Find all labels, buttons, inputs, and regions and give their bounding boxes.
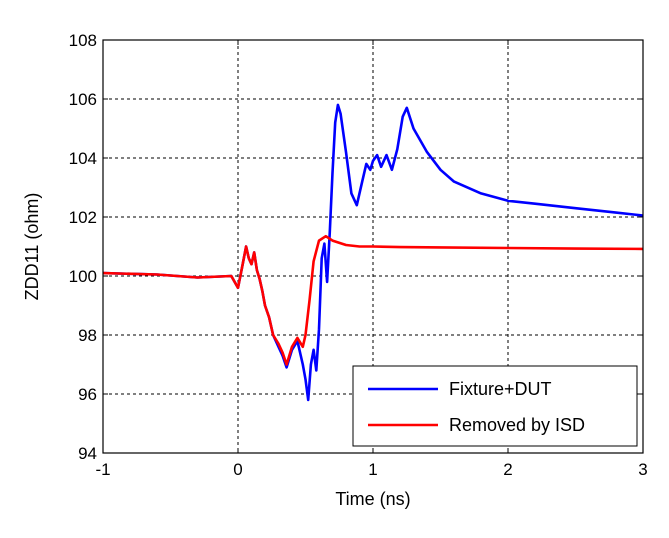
y-axis-title: ZDD11 (ohm) <box>22 193 42 301</box>
y-tick-label: 100 <box>69 267 97 286</box>
x-axis-title: Time (ns) <box>335 489 410 509</box>
x-tick-label: 3 <box>638 460 647 479</box>
y-tick-label: 108 <box>69 31 97 50</box>
y-tick-label: 96 <box>78 385 97 404</box>
legend-box <box>352 365 638 447</box>
y-tick-label: 94 <box>78 444 97 463</box>
y-tick-label: 106 <box>69 90 97 109</box>
y-tick-label: 102 <box>69 208 97 227</box>
series-group <box>102 103 644 402</box>
y-tick-label: 98 <box>78 326 97 345</box>
legend-label: Removed by ISD <box>449 415 585 435</box>
x-tick-label: 2 <box>503 460 512 479</box>
x-tick-label: 0 <box>233 460 242 479</box>
series-line-2 <box>102 234 644 366</box>
legend: Fixture+DUT Removed by ISD <box>352 365 638 447</box>
x-tick-label: -1 <box>95 460 110 479</box>
ticks: -1 0 1 2 3 94 96 98 100 102 104 106 108 <box>69 31 648 479</box>
legend-label: Fixture+DUT <box>449 379 552 399</box>
x-tick-label: 1 <box>368 460 377 479</box>
y-tick-label: 104 <box>69 149 97 168</box>
